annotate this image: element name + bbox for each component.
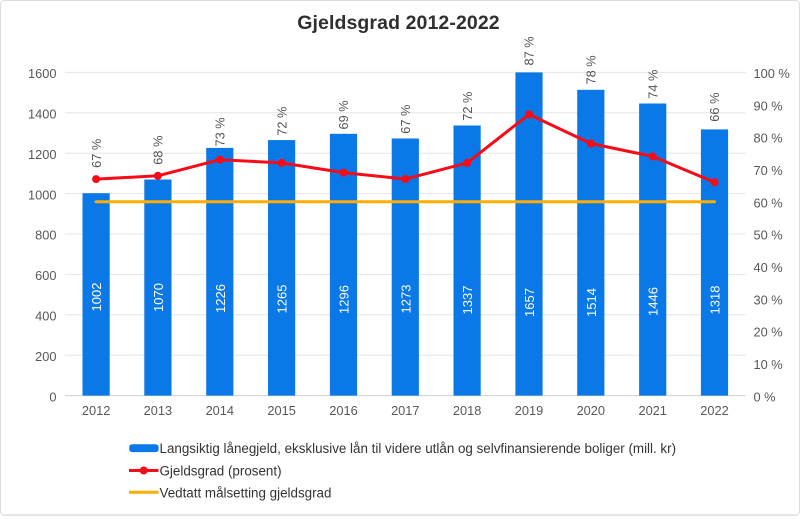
svg-text:1002: 1002 [89, 283, 104, 312]
svg-text:66 %: 66 % [707, 93, 722, 122]
svg-text:74 %: 74 % [645, 70, 660, 99]
svg-text:800: 800 [35, 228, 56, 243]
svg-text:Vedtatt målsetting gjeldsgrad: Vedtatt målsetting gjeldsgrad [160, 485, 332, 500]
svg-text:60 %: 60 % [754, 195, 783, 210]
svg-text:40 %: 40 % [754, 260, 783, 275]
svg-text:1000: 1000 [28, 187, 56, 202]
svg-text:2013: 2013 [144, 403, 172, 418]
svg-text:10 %: 10 % [754, 357, 783, 372]
svg-text:1226: 1226 [213, 284, 228, 313]
svg-text:1070: 1070 [151, 283, 166, 312]
svg-text:72 %: 72 % [460, 92, 475, 121]
svg-text:73 %: 73 % [213, 117, 228, 146]
svg-text:2015: 2015 [267, 403, 295, 418]
svg-text:67 %: 67 % [89, 139, 104, 168]
svg-text:2016: 2016 [329, 403, 357, 418]
svg-text:0 %: 0 % [754, 389, 776, 404]
svg-text:87 %: 87 % [522, 36, 537, 65]
svg-text:80 %: 80 % [754, 131, 783, 146]
svg-text:50 %: 50 % [754, 228, 783, 243]
svg-text:1318: 1318 [708, 286, 723, 315]
svg-text:2019: 2019 [515, 403, 543, 418]
svg-text:90 %: 90 % [754, 98, 783, 113]
svg-text:100 %: 100 % [754, 66, 790, 81]
svg-text:1600: 1600 [28, 66, 56, 81]
svg-text:69 %: 69 % [336, 100, 351, 129]
svg-text:2018: 2018 [453, 403, 481, 418]
svg-text:2022: 2022 [700, 403, 728, 418]
svg-text:72 %: 72 % [274, 107, 289, 136]
svg-text:1446: 1446 [646, 287, 661, 316]
svg-text:1400: 1400 [28, 107, 56, 122]
svg-text:1337: 1337 [460, 286, 475, 315]
svg-text:1200: 1200 [28, 147, 56, 162]
svg-text:2014: 2014 [206, 403, 234, 418]
svg-text:0: 0 [49, 389, 56, 404]
svg-text:1273: 1273 [398, 285, 413, 314]
svg-text:2020: 2020 [577, 403, 605, 418]
svg-text:Gjeldsgrad (prosent): Gjeldsgrad (prosent) [160, 464, 282, 479]
svg-text:67 %: 67 % [398, 105, 413, 134]
svg-text:1514: 1514 [584, 288, 599, 317]
svg-text:78 %: 78 % [584, 55, 599, 84]
svg-text:600: 600 [35, 268, 56, 283]
svg-text:1265: 1265 [275, 285, 290, 314]
svg-text:30 %: 30 % [754, 292, 783, 307]
svg-text:2012: 2012 [82, 403, 110, 418]
svg-text:Langsiktig lånegjeld, eksklusi: Langsiktig lånegjeld, eksklusive lån til… [160, 441, 677, 456]
svg-text:2017: 2017 [391, 403, 419, 418]
svg-text:20 %: 20 % [754, 325, 783, 340]
svg-text:200: 200 [35, 349, 56, 364]
svg-text:400: 400 [35, 309, 56, 324]
svg-text:68 %: 68 % [151, 136, 166, 165]
svg-text:Gjeldsgrad 2012-2022: Gjeldsgrad 2012-2022 [297, 12, 500, 34]
svg-text:2021: 2021 [638, 403, 666, 418]
svg-text:1296: 1296 [337, 285, 352, 314]
svg-text:70 %: 70 % [754, 163, 783, 178]
svg-text:1657: 1657 [522, 288, 537, 317]
